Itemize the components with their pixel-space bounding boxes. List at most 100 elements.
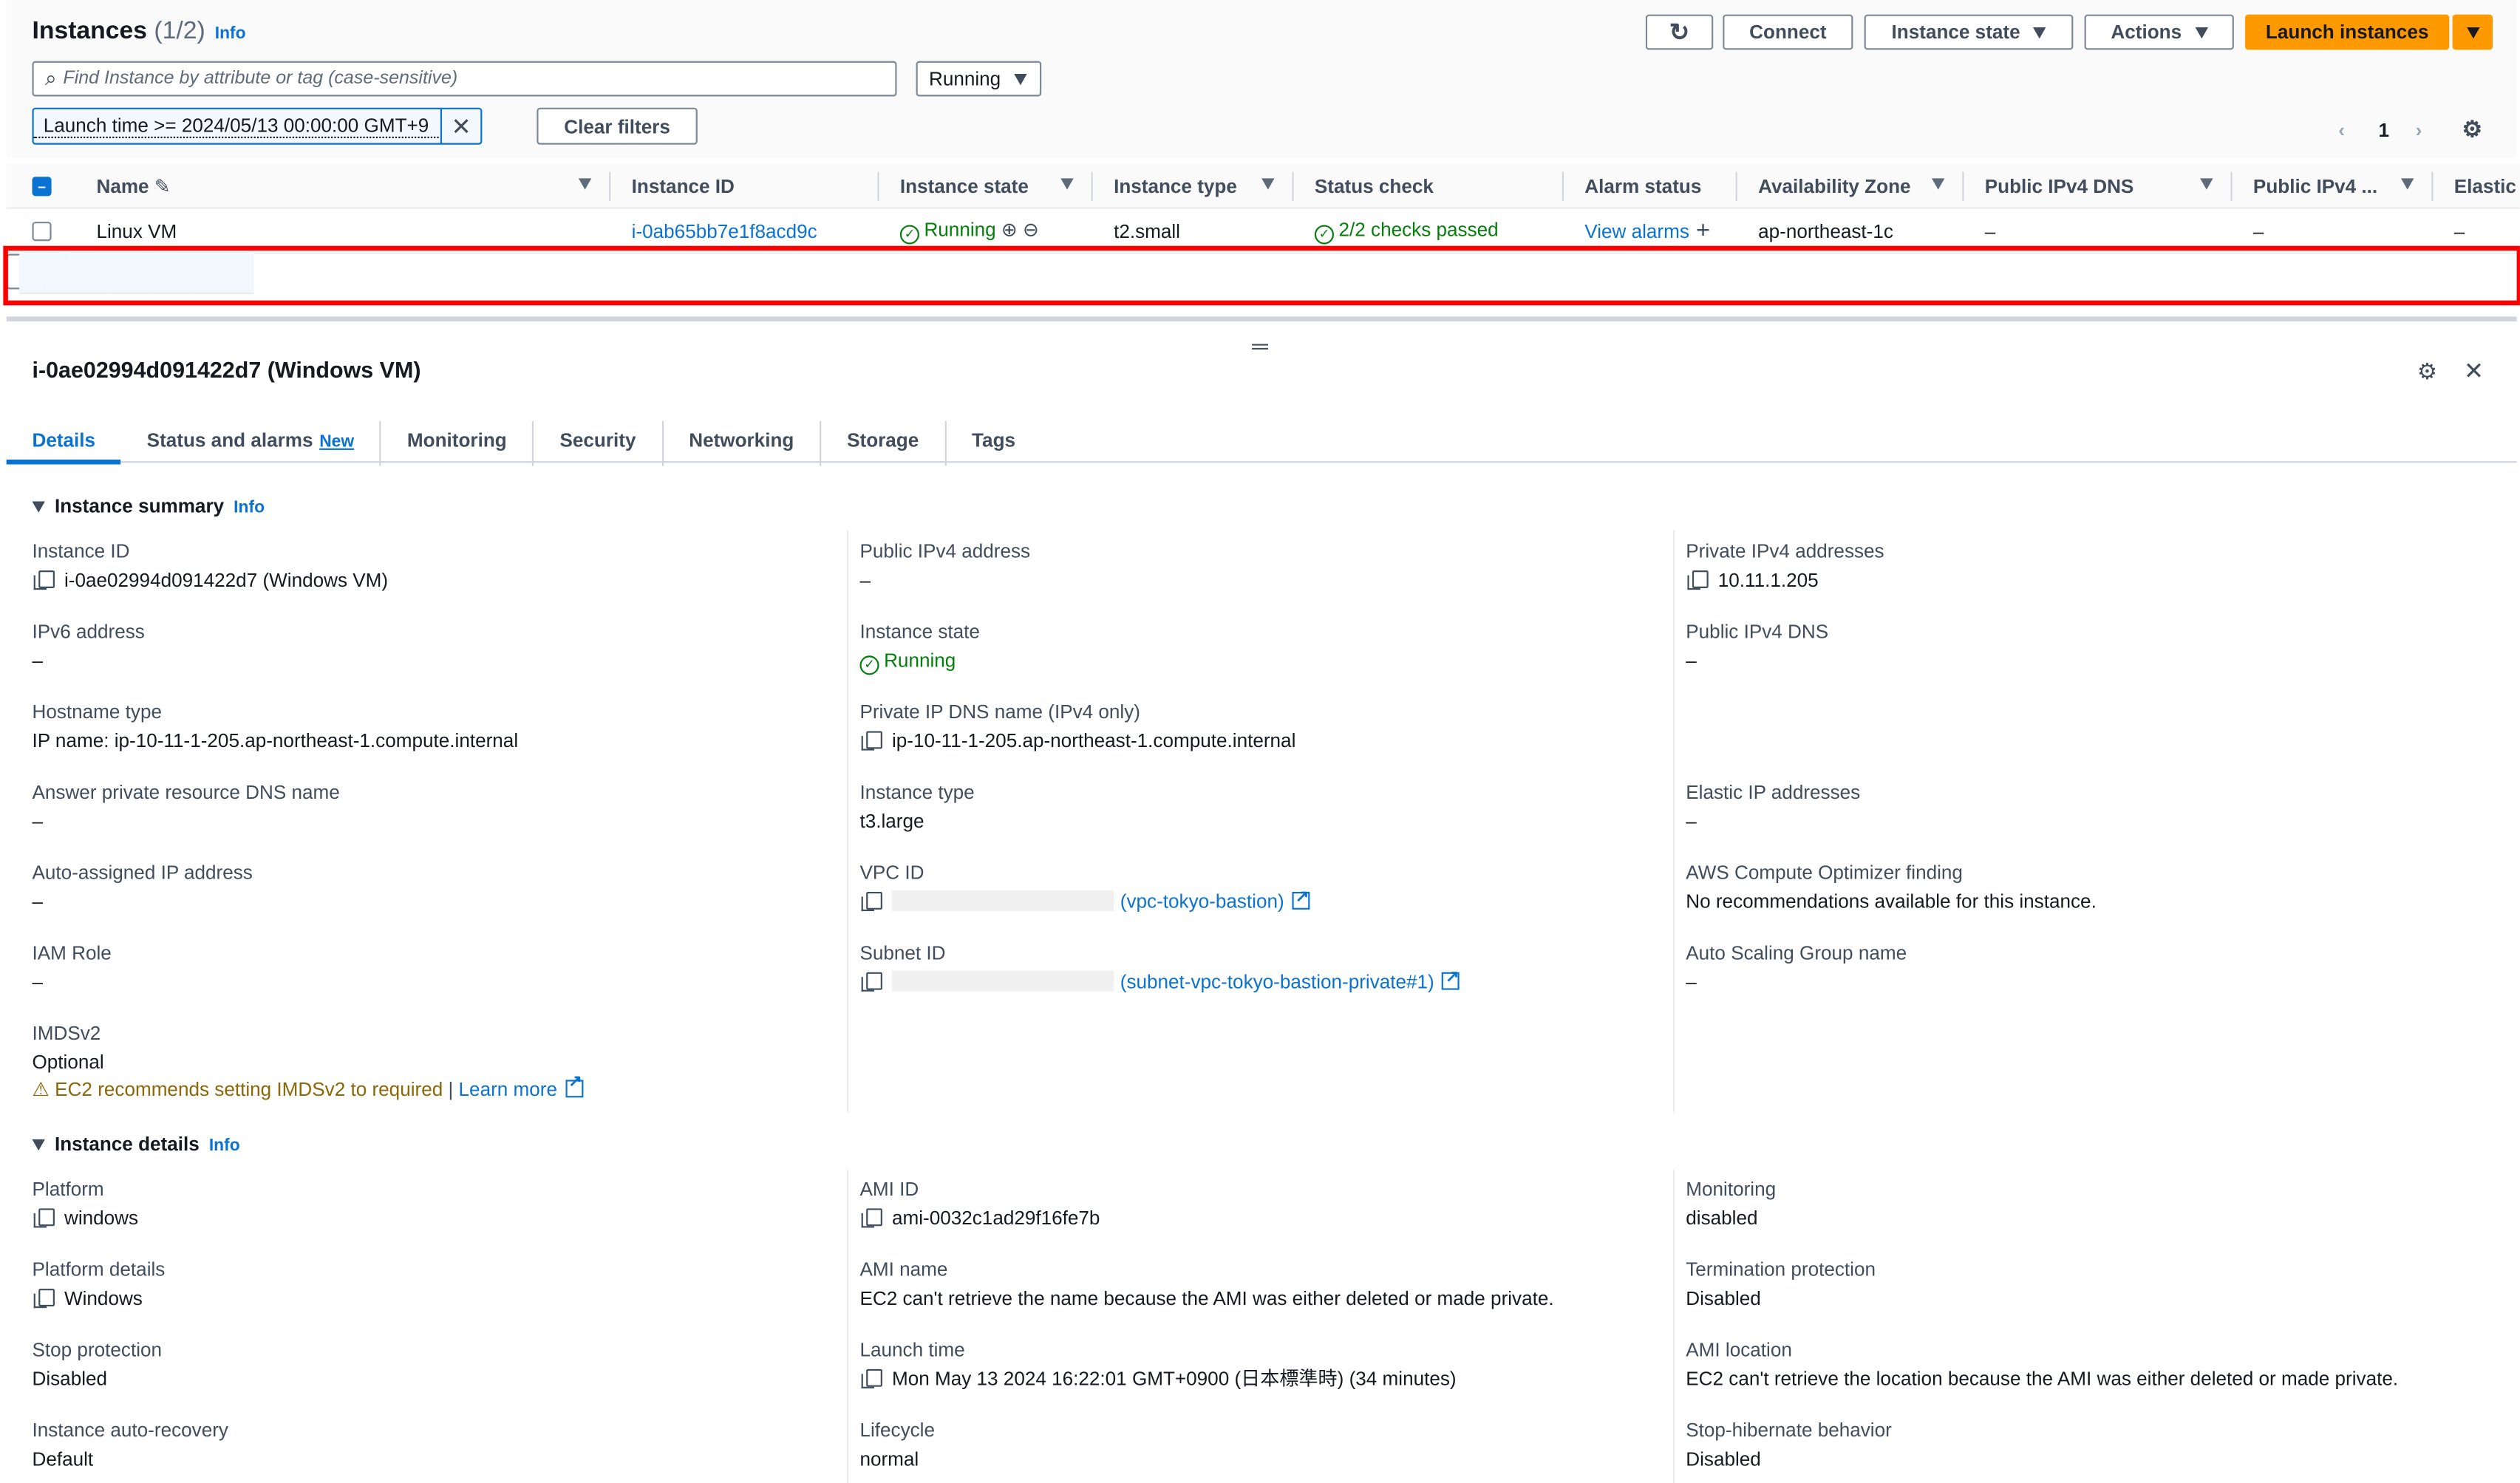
- learn-more-link[interactable]: Learn more: [458, 1078, 558, 1101]
- instance-state-button[interactable]: Instance state: [1864, 14, 2074, 50]
- copy-icon[interactable]: [861, 972, 882, 992]
- detail-item: Termination protection Disabled: [1686, 1258, 2489, 1339]
- add-alarm-icon[interactable]: +: [1689, 217, 1711, 245]
- tab-status-and-alarms[interactable]: Status and alarms New: [121, 420, 382, 466]
- section-title: Instance details: [54, 1133, 200, 1156]
- page-number[interactable]: 1: [2378, 118, 2390, 142]
- column-resizer[interactable]: [1735, 171, 1737, 201]
- column-header[interactable]: Alarm status: [1563, 163, 1737, 209]
- column-resizer[interactable]: [2431, 171, 2434, 201]
- sort-filter-icon[interactable]: [1261, 178, 1275, 190]
- instance-details-heading[interactable]: Instance details Info: [32, 1133, 240, 1156]
- column-resizer[interactable]: [2230, 171, 2233, 201]
- detail-label: AMI name: [859, 1258, 948, 1281]
- refresh-button[interactable]: ↻: [1645, 14, 1714, 50]
- column-resizer[interactable]: [1292, 171, 1294, 201]
- row-checkbox-cell[interactable]: [6, 208, 76, 254]
- settings-gear-icon[interactable]: ⚙: [2462, 115, 2482, 142]
- edit-icon: ✎: [149, 174, 171, 197]
- column-header[interactable]: Instance ID: [610, 163, 879, 209]
- copy-icon[interactable]: [861, 891, 882, 912]
- external-link-icon[interactable]: [1442, 966, 1460, 990]
- copy-icon[interactable]: [861, 731, 882, 751]
- detail-value-text[interactable]: (subnet-vpc-tokyo-bastion-private#1): [1120, 970, 1434, 993]
- copy-icon[interactable]: [861, 1368, 882, 1388]
- detail-item: Subnet ID (subnet-vpc-tokyo-bastion-priva…: [859, 941, 1663, 1022]
- detail-value: Mon May 13 2024 16:22:01 GMT+0900 (日本標準時…: [859, 1368, 1663, 1392]
- copy-icon[interactable]: [861, 1208, 882, 1228]
- sort-filter-icon[interactable]: [1060, 178, 1074, 190]
- info-link[interactable]: Info: [214, 24, 246, 44]
- detail-label: Private IP DNS name (IPv4 only): [859, 700, 1140, 723]
- column-header[interactable]: Public IPv4 DNS: [1964, 163, 2233, 209]
- drag-handle-icon[interactable]: ═: [1252, 333, 1268, 358]
- table-row[interactable]: Linux VM i-0ab65bb7e1f8acd9c ✓ Running ⊕ ⊖ t…: [6, 208, 2520, 254]
- clear-filters-button[interactable]: Clear filters: [537, 107, 698, 145]
- caret-down-icon: [2033, 26, 2046, 38]
- table-row[interactable]: ✓Windows VMi-0ae02994d091422d7✓Running ⊕…: [6, 249, 254, 294]
- tab-security[interactable]: Security: [534, 420, 664, 466]
- column-resizer[interactable]: [1962, 171, 1964, 201]
- close-panel-icon[interactable]: ✕: [2463, 358, 2485, 386]
- detail-value-text: EC2 can't retrieve the location because …: [1686, 1367, 2399, 1391]
- filter-token[interactable]: Launch time >= 2024/05/13 00:00:00 GMT+9…: [32, 107, 483, 145]
- public-ipv4-dns: –: [1984, 219, 1996, 242]
- column-resizer[interactable]: [609, 171, 611, 201]
- preferences-gear-icon[interactable]: ⚙: [2417, 358, 2438, 384]
- prev-page-button[interactable]: ‹: [2338, 118, 2345, 142]
- view-alarms-link[interactable]: View alarms: [1584, 219, 1689, 243]
- launch-options-button[interactable]: [2452, 14, 2493, 50]
- tab-tags[interactable]: Tags: [946, 421, 1041, 466]
- info-link[interactable]: Info: [208, 1136, 240, 1156]
- column-header[interactable]: Availability Zone: [1737, 163, 1964, 209]
- launch-instances-button[interactable]: Launch instances: [2245, 14, 2450, 50]
- remove-filter-button[interactable]: ✕: [440, 109, 480, 143]
- detail-value: –: [859, 569, 1663, 593]
- actions-button[interactable]: Actions: [2084, 14, 2234, 50]
- column-resizer[interactable]: [1562, 171, 1564, 201]
- tab-monitoring[interactable]: Monitoring: [381, 420, 534, 466]
- detail-label: AMI ID: [859, 1178, 919, 1201]
- column-header[interactable]: Elastic: [2433, 163, 2520, 209]
- row-checkbox-cell[interactable]: ✓: [19, 249, 45, 294]
- state-filter-select[interactable]: Running: [916, 61, 1042, 97]
- detail-value: EC2 can't retrieve the name because the …: [859, 1287, 1663, 1312]
- panel-splitter[interactable]: [6, 316, 2517, 321]
- instance-id-link[interactable]: i-0ab65bb7e1f8acd9c: [631, 219, 817, 242]
- copy-icon[interactable]: [33, 570, 55, 590]
- detail-value-text: Windows: [64, 1286, 143, 1310]
- tab-details[interactable]: Details: [6, 421, 121, 465]
- sort-filter-icon[interactable]: [578, 178, 592, 190]
- select-all-checkbox[interactable]: –: [6, 163, 76, 209]
- sort-filter-icon[interactable]: [2200, 178, 2213, 190]
- close-icon: ✕: [451, 113, 471, 141]
- next-page-button[interactable]: ›: [2415, 118, 2422, 142]
- copy-icon[interactable]: [33, 1289, 55, 1309]
- column-header[interactable]: Status check: [1293, 163, 1564, 209]
- row-checkbox[interactable]: [32, 222, 52, 242]
- external-link-icon[interactable]: [1292, 885, 1310, 910]
- search-input[interactable]: ⌕ Find Instance by attribute or tag (cas…: [32, 61, 897, 97]
- column-header[interactable]: Instance state: [879, 163, 1093, 209]
- info-link[interactable]: Info: [234, 498, 265, 518]
- sort-filter-icon[interactable]: [2401, 178, 2414, 190]
- detail-value: ip-10-11-1-205.ap-northeast-1.compute.in…: [859, 729, 1663, 754]
- detail-value-text[interactable]: (vpc-tokyo-bastion): [1120, 890, 1284, 913]
- column-header[interactable]: Public IPv4 ...: [2232, 163, 2434, 209]
- tab-networking[interactable]: Networking: [663, 420, 822, 466]
- zoom-out-icon[interactable]: ⊖: [1017, 217, 1039, 241]
- tab-storage[interactable]: Storage: [821, 420, 947, 466]
- column-header[interactable]: Name ✎: [75, 163, 611, 209]
- connect-button[interactable]: Connect: [1723, 14, 1853, 50]
- copy-icon[interactable]: [33, 1208, 55, 1228]
- zoom-in-icon[interactable]: ⊕: [995, 217, 1018, 241]
- column-header[interactable]: Instance type: [1092, 163, 1294, 209]
- column-resizer[interactable]: [877, 171, 879, 201]
- sort-filter-icon[interactable]: [1931, 178, 1945, 190]
- external-link-icon: [565, 1074, 583, 1098]
- instance-summary-heading[interactable]: Instance summary Info: [32, 495, 265, 517]
- copy-icon[interactable]: [1687, 570, 1709, 590]
- instance-count: (1/2): [154, 17, 205, 45]
- column-resizer[interactable]: [1091, 171, 1093, 201]
- detail-value: ✓ Running: [859, 650, 1663, 675]
